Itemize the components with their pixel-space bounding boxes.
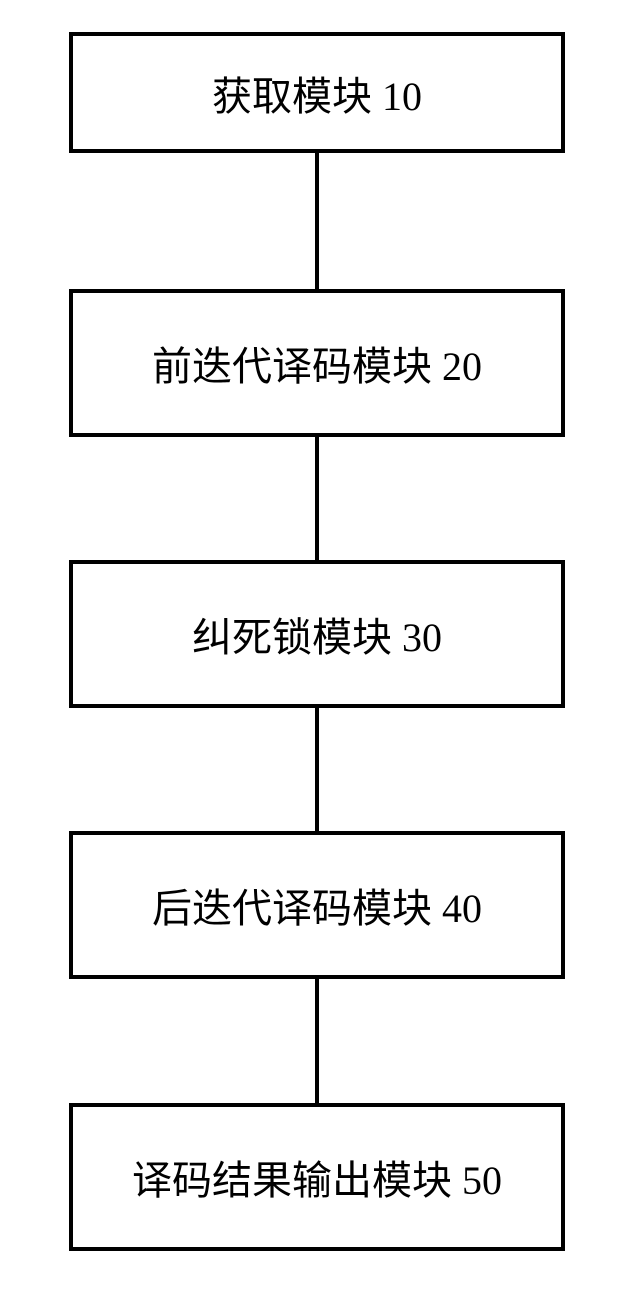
flow-node-label: 译码结果输出模块 50	[132, 1148, 502, 1206]
flow-node-n1: 获取模块 10	[69, 32, 565, 153]
flow-node-n3: 纠死锁模块 30	[69, 560, 565, 708]
flowchart-canvas: 获取模块 10 前迭代译码模块 20 纠死锁模块 30 后迭代译码模块 40 译码结果输…	[0, 0, 631, 1295]
flow-node-label: 后迭代译码模块 40	[152, 876, 482, 934]
flow-node-label: 纠死锁模块 30	[192, 605, 442, 663]
flow-edge-n4-n5	[315, 979, 319, 1103]
flow-edge-n1-n2	[315, 153, 319, 289]
flow-node-n5: 译码结果输出模块 50	[69, 1103, 565, 1251]
flow-node-n2: 前迭代译码模块 20	[69, 289, 565, 437]
flow-edge-n2-n3	[315, 437, 319, 560]
flow-node-n4: 后迭代译码模块 40	[69, 831, 565, 979]
flow-edge-n3-n4	[315, 708, 319, 831]
flow-node-label: 前迭代译码模块 20	[152, 334, 482, 392]
flow-node-label: 获取模块 10	[212, 64, 422, 122]
